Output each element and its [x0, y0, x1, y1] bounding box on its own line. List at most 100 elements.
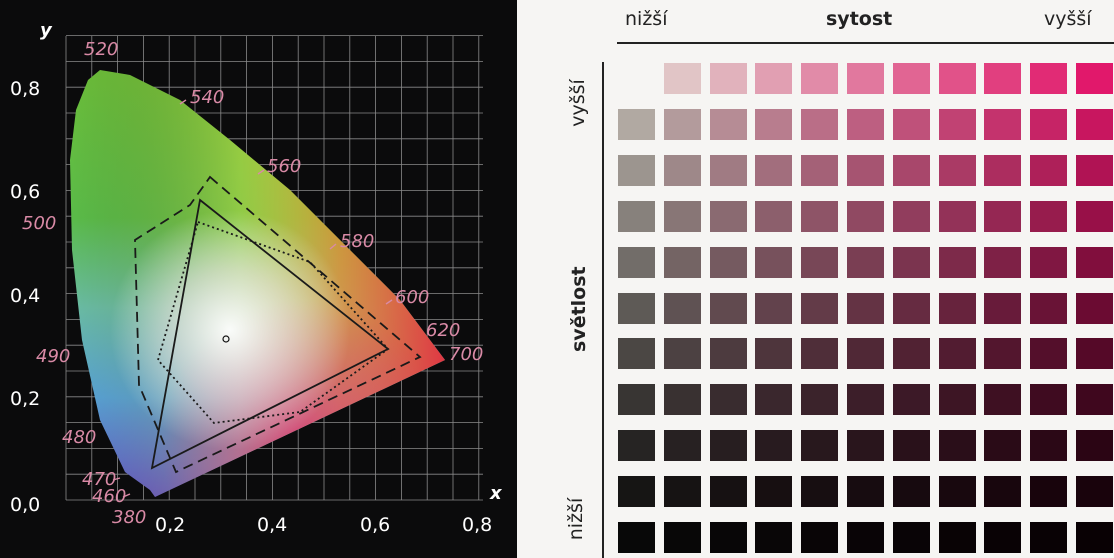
color-swatch	[1076, 522, 1113, 553]
color-swatch	[1076, 246, 1113, 278]
color-swatch	[984, 292, 1022, 324]
y-tick-label: 0,2	[10, 388, 40, 410]
wavelength-tick	[122, 493, 131, 498]
color-swatch	[938, 384, 976, 416]
color-swatch	[801, 108, 839, 140]
gamut-triangles	[134, 175, 422, 474]
axis-tick-labels: 0,2 0,4 0,6 0,8 0,0 0,2 0,4 0,6 0,8	[10, 78, 492, 536]
color-swatch	[847, 384, 884, 416]
color-swatch	[1030, 63, 1068, 94]
y-tick-label: 0,4	[10, 285, 40, 307]
axis-x-label: x	[489, 483, 503, 504]
color-swatch	[663, 63, 701, 94]
color-swatch	[1030, 522, 1068, 553]
wavelength-label: 470	[82, 469, 116, 490]
wavelength-tick	[385, 299, 393, 305]
color-swatch	[801, 246, 839, 278]
color-swatch	[938, 430, 976, 462]
color-swatch	[663, 246, 701, 278]
color-swatch	[847, 292, 884, 324]
color-swatch	[801, 522, 839, 553]
wavelength-tick	[179, 99, 187, 105]
color-swatch	[1030, 384, 1068, 416]
color-swatch	[618, 522, 655, 553]
color-swatch	[618, 108, 655, 140]
color-swatch	[618, 292, 655, 324]
gamut-dashed-polygon	[134, 175, 422, 474]
color-swatch	[1076, 292, 1113, 324]
color-swatch	[1076, 338, 1113, 370]
color-swatch	[1076, 430, 1113, 462]
saturation-low-label: nižší	[625, 8, 668, 30]
color-swatch	[847, 476, 884, 508]
color-swatch	[755, 200, 793, 232]
color-swatch	[984, 63, 1022, 94]
color-swatch	[755, 476, 793, 508]
wavelength-label: 460	[92, 486, 126, 507]
color-swatch	[709, 430, 747, 462]
color-swatch	[847, 154, 884, 186]
wavelength-label: 520	[84, 39, 118, 60]
lightness-low-label: nižší	[565, 497, 587, 541]
color-swatch	[663, 292, 701, 324]
color-swatch	[618, 246, 655, 278]
color-swatch	[1030, 200, 1068, 232]
wavelength-label: 700	[449, 344, 483, 365]
color-swatch	[709, 154, 747, 186]
white-point-marker	[222, 335, 230, 343]
x-tick-label: 0,2	[155, 514, 185, 536]
wavelength-label: 380	[112, 507, 146, 528]
color-swatch	[618, 154, 655, 186]
wavelength-tick	[329, 243, 337, 250]
color-swatch	[892, 522, 930, 553]
color-swatch	[618, 338, 655, 370]
color-swatch	[847, 108, 884, 140]
color-swatch	[984, 200, 1022, 232]
color-swatch	[984, 154, 1022, 186]
color-swatch	[801, 63, 839, 94]
x-tick-label: 0,8	[462, 514, 492, 536]
color-swatch	[984, 108, 1022, 140]
color-swatch	[1030, 430, 1068, 462]
color-swatch	[1076, 108, 1113, 140]
color-swatch	[984, 430, 1022, 462]
gamut-solid-triangle	[150, 198, 390, 470]
color-swatch	[1030, 476, 1068, 508]
color-swatch	[663, 200, 701, 232]
color-swatch	[984, 476, 1022, 508]
color-swatch	[938, 63, 976, 94]
y-tick-label: 0,6	[10, 181, 40, 203]
lightness-title: světlost	[568, 266, 590, 352]
color-swatch	[1030, 338, 1068, 370]
color-swatch	[755, 338, 793, 370]
color-swatch	[847, 338, 884, 370]
color-swatch	[1030, 154, 1068, 186]
color-swatch	[709, 246, 747, 278]
saturation-axis-line	[617, 42, 1114, 44]
color-swatch	[1076, 384, 1113, 416]
color-swatch	[1030, 246, 1068, 278]
color-swatch	[938, 200, 976, 232]
color-swatch	[1076, 476, 1113, 508]
color-swatch	[801, 476, 839, 508]
color-swatch	[892, 338, 930, 370]
color-swatch	[984, 384, 1022, 416]
color-swatch	[847, 63, 884, 94]
wavelength-tick	[257, 169, 265, 175]
axis-y-label: y	[40, 20, 53, 41]
color-swatch	[755, 246, 793, 278]
color-swatch	[892, 154, 930, 186]
color-swatch	[663, 522, 701, 553]
color-swatch	[1076, 154, 1113, 186]
color-swatch	[892, 384, 930, 416]
color-swatch	[709, 200, 747, 232]
lightness-saturation-swatch-panel: nižší sytost vyšší vyšší světlost nižší	[560, 0, 1114, 558]
color-swatch	[709, 63, 747, 94]
color-swatch	[847, 200, 884, 232]
color-swatch	[1076, 200, 1113, 232]
color-swatch	[801, 154, 839, 186]
color-swatch	[709, 384, 747, 416]
color-swatch	[663, 430, 701, 462]
wavelength-label: 620	[426, 320, 460, 341]
lightness-high-label: vyšší	[567, 79, 589, 127]
